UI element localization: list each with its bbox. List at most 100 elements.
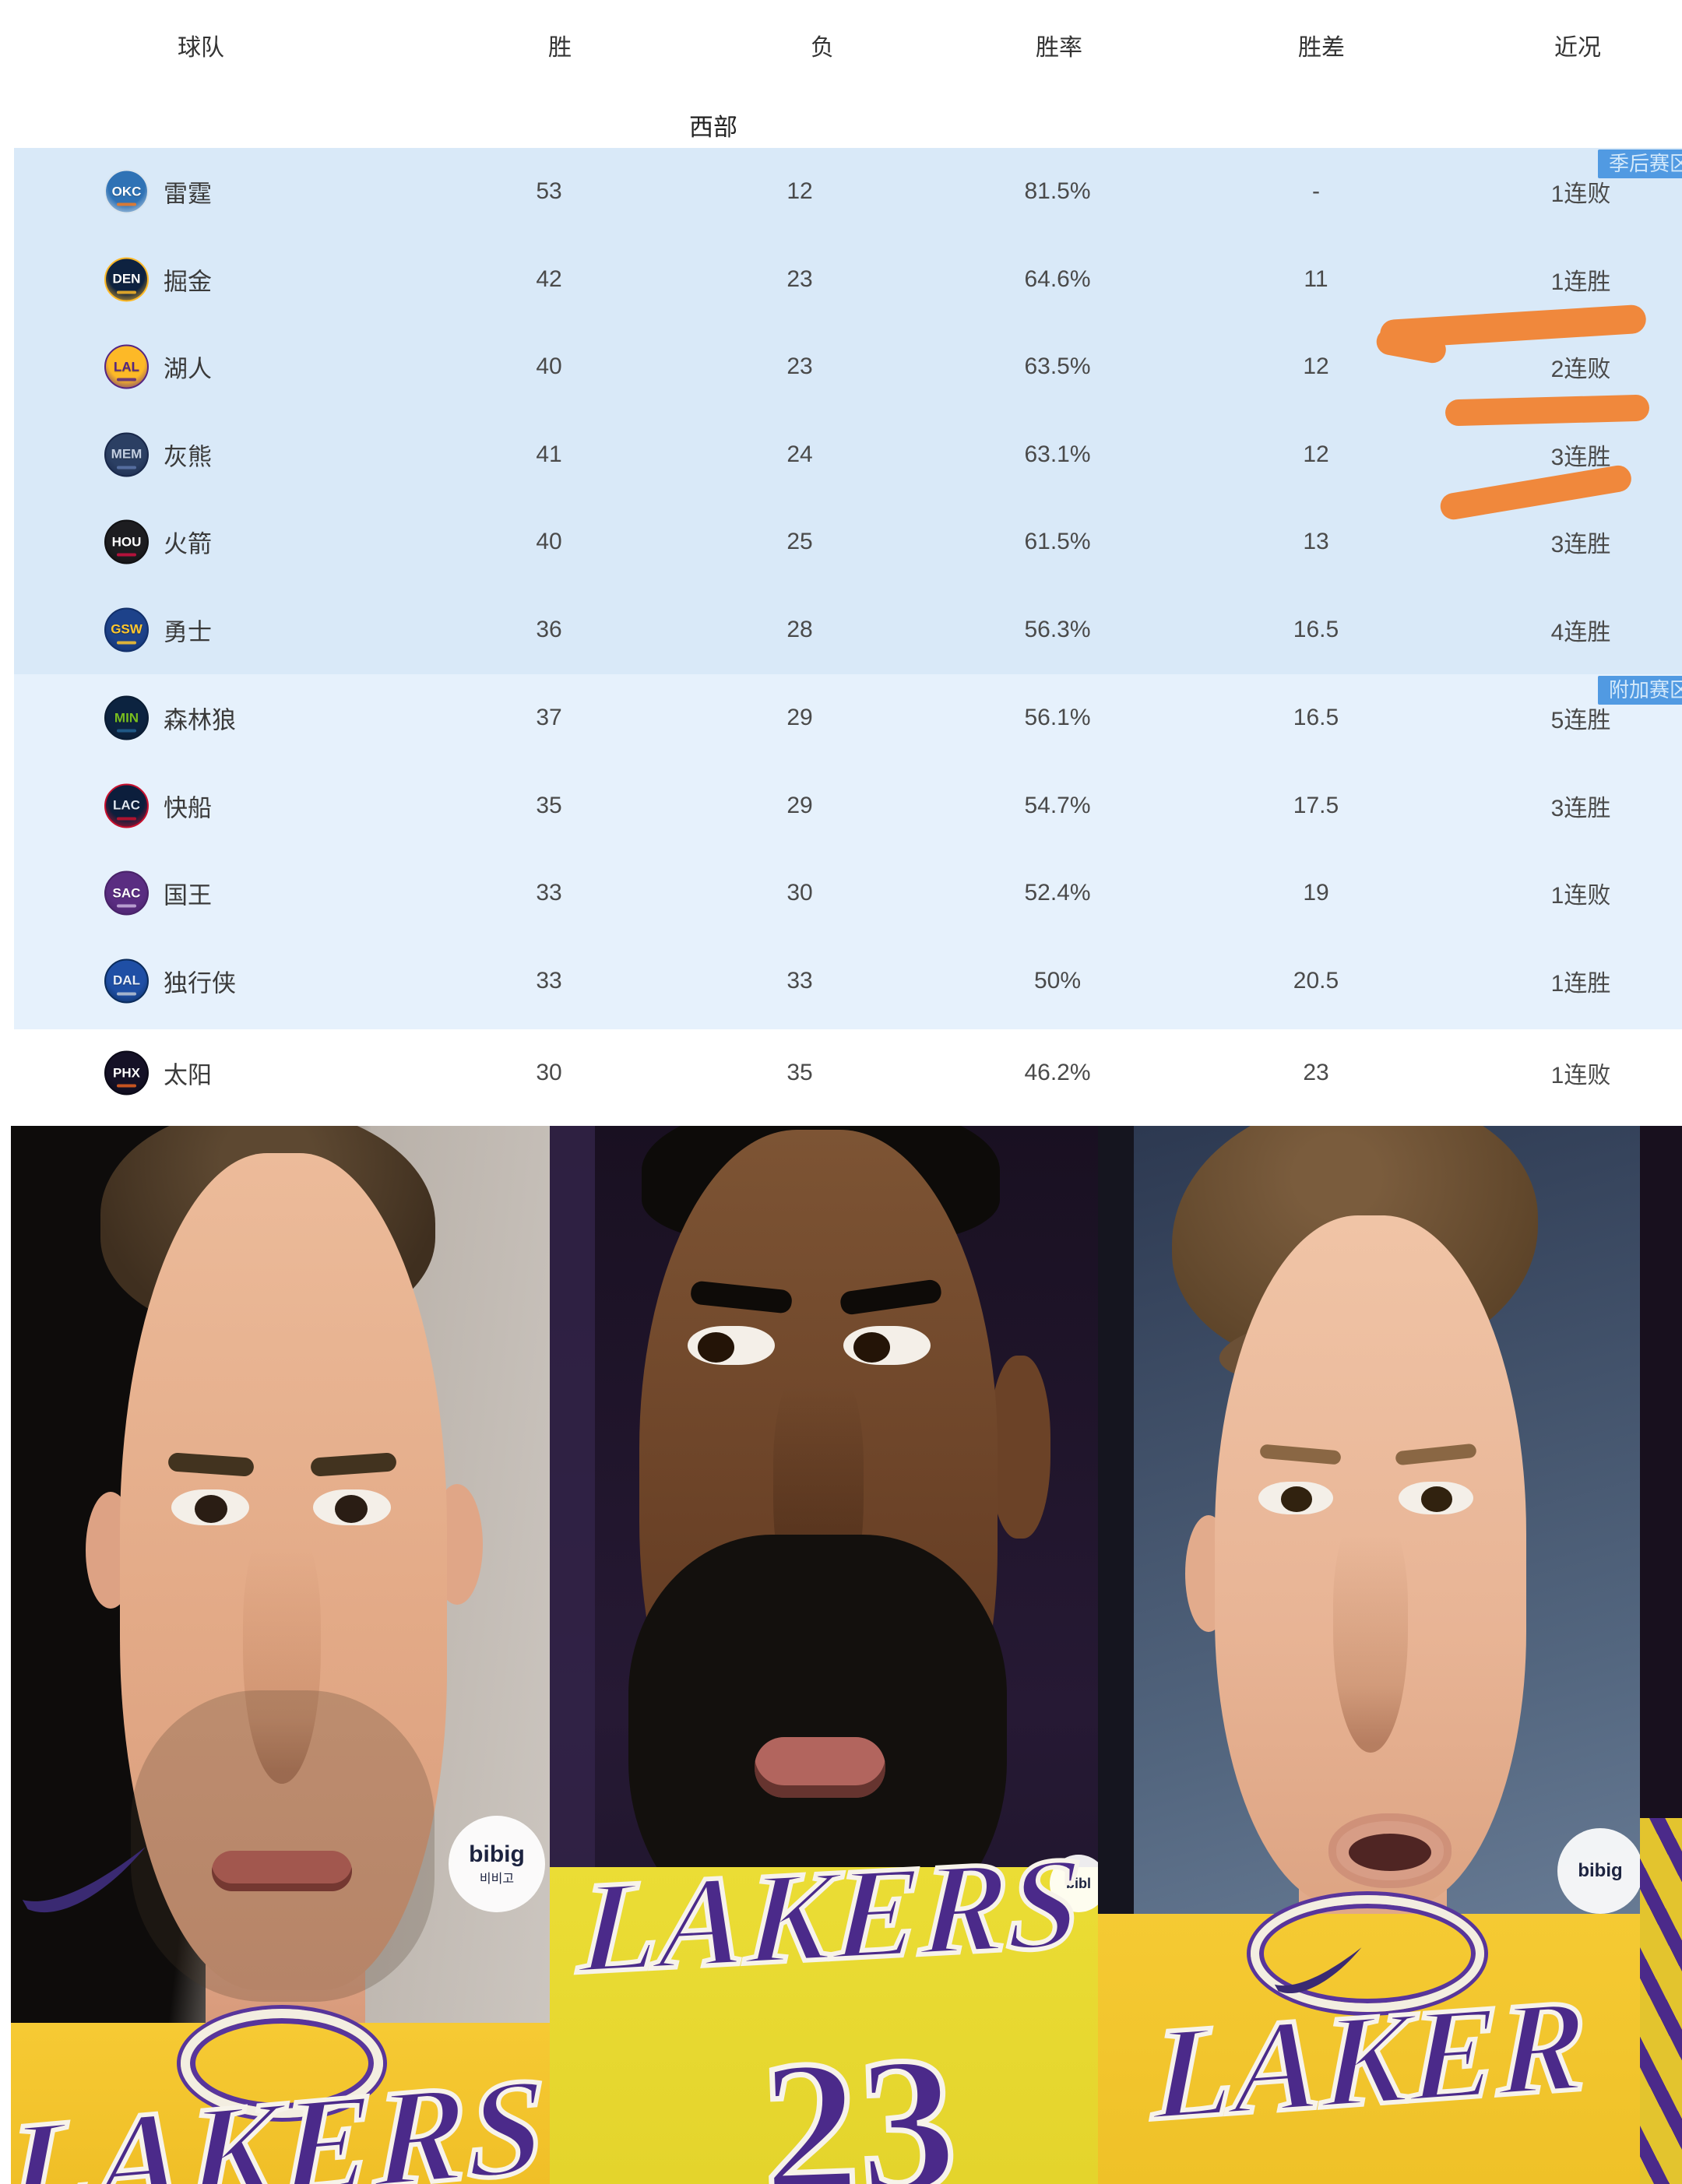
- column-header-winpct: 胜率: [1036, 35, 1082, 61]
- streak-value: 3连胜: [1550, 444, 1611, 470]
- streak-value: 4连胜: [1550, 619, 1611, 645]
- wins-value: 30: [536, 1060, 562, 1086]
- losses-value: 29: [786, 705, 813, 731]
- win-pct-value: 54.7%: [1024, 792, 1091, 818]
- lakers-jersey: bibl LAKERS 23: [550, 1827, 1098, 2184]
- standings-row[interactable]: LAC 快船 35 29 54.7% 17.5 3连胜: [14, 762, 1682, 850]
- playoff-zone-section: 季后赛区 OKC 雷霆 53 12 81.5% - 1连败 DEN 掘金 42 …: [14, 148, 1682, 674]
- win-pct-value: 56.1%: [1024, 705, 1091, 731]
- team-name: 独行侠: [164, 969, 236, 997]
- streak-value: 1连胜: [1550, 269, 1611, 295]
- team-logo-icon: LAC: [104, 783, 149, 828]
- bibigo-patch: bibl: [1050, 1855, 1098, 1912]
- jersey-number: 23: [755, 2013, 963, 2184]
- standings-row[interactable]: DEN 掘金 42 23 64.6% 11 1连胜: [14, 236, 1682, 324]
- streak-value: 2连败: [1550, 357, 1611, 383]
- face: [628, 1130, 1007, 1955]
- nike-swoosh-icon: [1274, 1947, 1362, 1994]
- losses-value: 23: [786, 353, 813, 380]
- team-name: 雷霆: [164, 180, 212, 208]
- team-logo-icon: PHX: [104, 1050, 149, 1096]
- face: [1215, 1215, 1526, 1908]
- column-header-wins: 胜: [548, 35, 572, 61]
- team-logo-icon: HOU: [104, 519, 149, 564]
- losses-value: 29: [786, 792, 813, 818]
- jersey-wordmark: LAKER: [1149, 1968, 1589, 2151]
- standings-row[interactable]: MEM 灰熊 41 24 63.1% 12 3连胜: [14, 411, 1682, 499]
- streak-value: 3连胜: [1550, 795, 1611, 821]
- player-photo-right: bibig LAKER: [1098, 1126, 1640, 2184]
- wins-value: 41: [536, 441, 562, 467]
- games-behind-value: 20.5: [1293, 967, 1339, 994]
- wins-value: 33: [536, 967, 562, 994]
- column-header-streak: 近况: [1554, 35, 1601, 61]
- team-name: 勇士: [164, 618, 212, 646]
- team-name: 国王: [164, 881, 212, 909]
- win-pct-value: 64.6%: [1024, 266, 1091, 292]
- games-behind-value: 16.5: [1293, 616, 1339, 642]
- playoff-zone-badge: 季后赛区: [1597, 149, 1682, 178]
- losses-value: 12: [786, 178, 813, 205]
- games-behind-value: 11: [1304, 266, 1328, 292]
- games-behind-value: 12: [1303, 441, 1329, 467]
- column-header-gb: 胜差: [1298, 35, 1345, 61]
- losses-value: 28: [786, 616, 813, 642]
- column-header-losses: 负: [811, 35, 834, 61]
- team-logo-icon: DEN: [104, 257, 149, 302]
- streak-value: 3连胜: [1550, 532, 1611, 558]
- streak-value: 1连败: [1550, 181, 1611, 208]
- games-behind-value: 13: [1303, 529, 1329, 555]
- team-name: 快船: [164, 794, 212, 822]
- below-playin-section: PHX 太阳 30 35 46.2% 23 1连败: [14, 1029, 1682, 1118]
- playin-zone-badge: 附加赛区: [1597, 676, 1682, 705]
- standings-row[interactable]: DAL 独行侠 33 33 50% 20.5 1连胜: [14, 937, 1682, 1025]
- streak-value: 5连胜: [1550, 708, 1611, 734]
- losses-value: 25: [786, 529, 813, 555]
- team-logo-icon: GSW: [104, 607, 149, 652]
- win-pct-value: 52.4%: [1024, 880, 1091, 906]
- wins-value: 42: [536, 266, 562, 292]
- team-logo-icon: MIN: [104, 695, 149, 740]
- losses-value: 23: [786, 266, 813, 292]
- wins-value: 35: [536, 792, 562, 818]
- lakers-jersey: bibig LAKER: [1098, 1828, 1640, 2184]
- standings-row[interactable]: SAC 国王 33 30 52.4% 19 1连败: [14, 849, 1682, 937]
- games-behind-value: 12: [1303, 353, 1329, 380]
- jersey-wordmark: LAKERS: [574, 1827, 1087, 2003]
- losses-value: 30: [786, 880, 813, 906]
- standings-row[interactable]: MIN 森林狼 37 29 56.1% 16.5 5连胜: [14, 674, 1682, 762]
- team-name: 森林狼: [164, 706, 236, 734]
- wins-value: 40: [536, 529, 562, 555]
- losses-value: 35: [786, 1060, 813, 1086]
- team-name: 湖人: [164, 355, 212, 383]
- win-pct-value: 63.5%: [1024, 353, 1091, 380]
- streak-value: 1连败: [1550, 1063, 1611, 1089]
- standings-row[interactable]: OKC 雷霆 53 12 81.5% - 1连败: [14, 148, 1682, 236]
- team-logo-icon: LAL: [104, 344, 149, 389]
- standings-row[interactable]: GSW 勇士 36 28 56.3% 16.5 4连胜: [14, 586, 1682, 674]
- win-pct-value: 50%: [1033, 967, 1082, 994]
- win-pct-value: 46.2%: [1024, 1060, 1091, 1086]
- standings-row[interactable]: PHX 太阳 30 35 46.2% 23 1连败: [14, 1029, 1682, 1117]
- wins-value: 40: [536, 353, 562, 380]
- wins-value: 36: [536, 616, 562, 642]
- streak-value: 1连胜: [1550, 970, 1611, 997]
- column-header-team: 球队: [178, 35, 224, 61]
- conference-label: 西部: [689, 114, 737, 141]
- team-name: 火箭: [164, 530, 212, 558]
- wins-value: 37: [536, 705, 562, 731]
- bibigo-patch: bibig 비비고: [449, 1816, 545, 1912]
- standings-row[interactable]: HOU 火箭 40 25 61.5% 13 3连胜: [14, 498, 1682, 586]
- standings-row[interactable]: LAL 湖人 40 23 63.5% 12 2连败: [14, 323, 1682, 411]
- games-behind-value: 19: [1303, 880, 1329, 906]
- player-photo-center: bibl LAKERS 23: [550, 1126, 1098, 2184]
- nike-swoosh-icon: [22, 1847, 146, 1913]
- bibigo-patch: bibig: [1557, 1828, 1640, 1914]
- win-pct-value: 81.5%: [1024, 178, 1091, 205]
- losses-value: 33: [786, 967, 813, 994]
- team-name: 掘金: [164, 268, 212, 296]
- losses-value: 24: [786, 441, 813, 467]
- wins-value: 33: [536, 880, 562, 906]
- face: [120, 1153, 447, 2002]
